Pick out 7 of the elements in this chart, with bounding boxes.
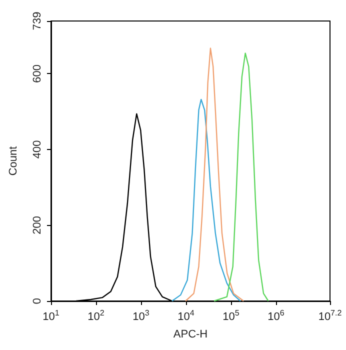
x-axis-title: APC-H [173,328,208,340]
y-tick-label: 400 [32,140,44,159]
y-tick-label: 600 [32,64,44,83]
y-tick-label: 0 [32,298,44,304]
y-axis-title: Count [8,146,20,176]
y-tick-label: 739 [32,12,44,30]
y-tick-label: 200 [32,216,44,234]
